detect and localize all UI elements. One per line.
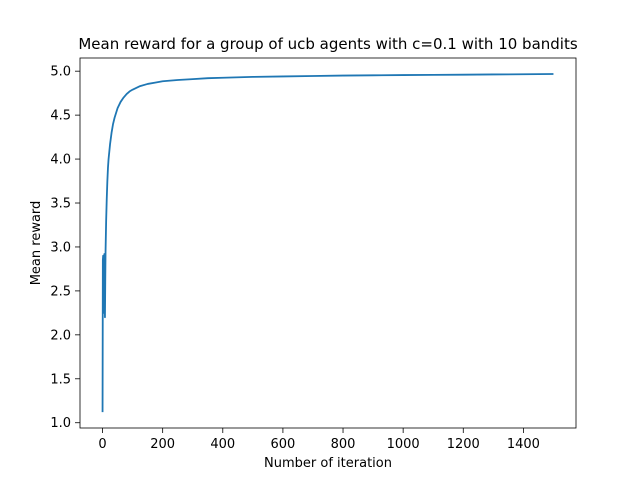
x-tick-label: 400 bbox=[210, 437, 235, 452]
y-tick-label: 1.5 bbox=[50, 372, 71, 387]
y-tick-label: 3.5 bbox=[50, 197, 71, 212]
x-tick-label: 1000 bbox=[387, 437, 420, 452]
plot-frame bbox=[79, 57, 577, 429]
y-axis-label: Mean reward bbox=[29, 201, 44, 286]
y-tick-label: 2.0 bbox=[50, 328, 71, 343]
x-tick-label: 1200 bbox=[447, 437, 480, 452]
y-tick-label: 4.5 bbox=[50, 109, 71, 124]
x-tick-label: 600 bbox=[270, 437, 295, 452]
plot-area bbox=[101, 73, 554, 413]
series-line bbox=[101, 73, 554, 413]
y-tick-label: 5.0 bbox=[50, 65, 71, 80]
y-tick-label: 2.5 bbox=[50, 284, 71, 299]
chart-title: Mean reward for a group of ucb agents wi… bbox=[78, 35, 577, 53]
y-tick-label: 1.0 bbox=[50, 416, 71, 431]
x-axis-label: Number of iteration bbox=[264, 456, 392, 471]
x-axis: 0 200 400 600 800 1000 1200 1400 bbox=[98, 428, 540, 452]
x-tick-label: 1400 bbox=[507, 437, 540, 452]
x-tick-label: 0 bbox=[98, 437, 106, 452]
y-tick-label: 3.0 bbox=[50, 240, 71, 255]
y-tick-label: 4.0 bbox=[50, 153, 71, 168]
x-tick-label: 800 bbox=[331, 437, 356, 452]
y-axis: 1.0 1.5 2.0 2.5 3.0 3.5 4.0 4.5 5.0 bbox=[50, 65, 80, 431]
x-tick-label: 200 bbox=[150, 437, 175, 452]
